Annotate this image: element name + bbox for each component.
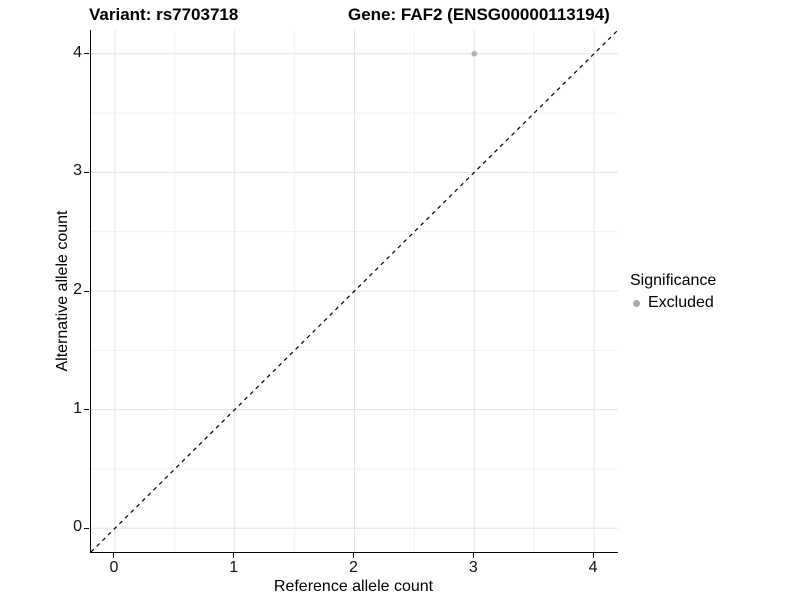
x-tick-mark: [113, 553, 115, 558]
y-tick-mark: [84, 171, 89, 173]
y-tick-mark: [84, 527, 89, 529]
legend-title: Significance: [630, 272, 717, 289]
y-tick-label: 2: [73, 281, 82, 298]
y-tick-label: 3: [73, 162, 82, 180]
y-tick-mark: [84, 409, 89, 411]
legend-items: Excluded: [628, 293, 716, 313]
x-tick-label: 2: [349, 559, 358, 576]
x-tick-label: 3: [468, 559, 478, 576]
data-point: [471, 50, 478, 57]
plot-title-variant: Variant: rs7703718: [89, 5, 239, 24]
excluded-point-icon: [633, 299, 640, 307]
x-tick-mark: [233, 553, 235, 558]
plot-title-gene: Gene: FAF2 (ENSG00000113194): [348, 5, 610, 24]
x-tick-label: 4: [588, 559, 598, 576]
legend-item: Excluded: [628, 293, 716, 313]
y-tick-label: 1: [73, 399, 82, 417]
y-tick-label: 4: [73, 43, 82, 61]
y-axis-title: Alternative allele count: [54, 210, 71, 372]
x-tick-mark: [353, 553, 354, 558]
x-tick-label: 1: [229, 559, 239, 576]
x-tick-mark: [592, 553, 594, 558]
x-tick-label: 0: [109, 559, 119, 576]
identity-dashed-line: [91, 30, 618, 552]
legend: Significance Excluded: [628, 272, 716, 313]
legend-item-label: Excluded: [648, 294, 714, 311]
plot-panel: [90, 30, 618, 553]
legend-key: [628, 299, 645, 307]
y-tick-mark: [84, 53, 89, 55]
plot-canvas: [91, 30, 618, 552]
x-axis-title: Reference allele count: [273, 578, 434, 595]
x-tick-mark: [472, 553, 474, 558]
y-tick-mark: [84, 290, 89, 292]
y-tick-label: 0: [73, 518, 82, 536]
